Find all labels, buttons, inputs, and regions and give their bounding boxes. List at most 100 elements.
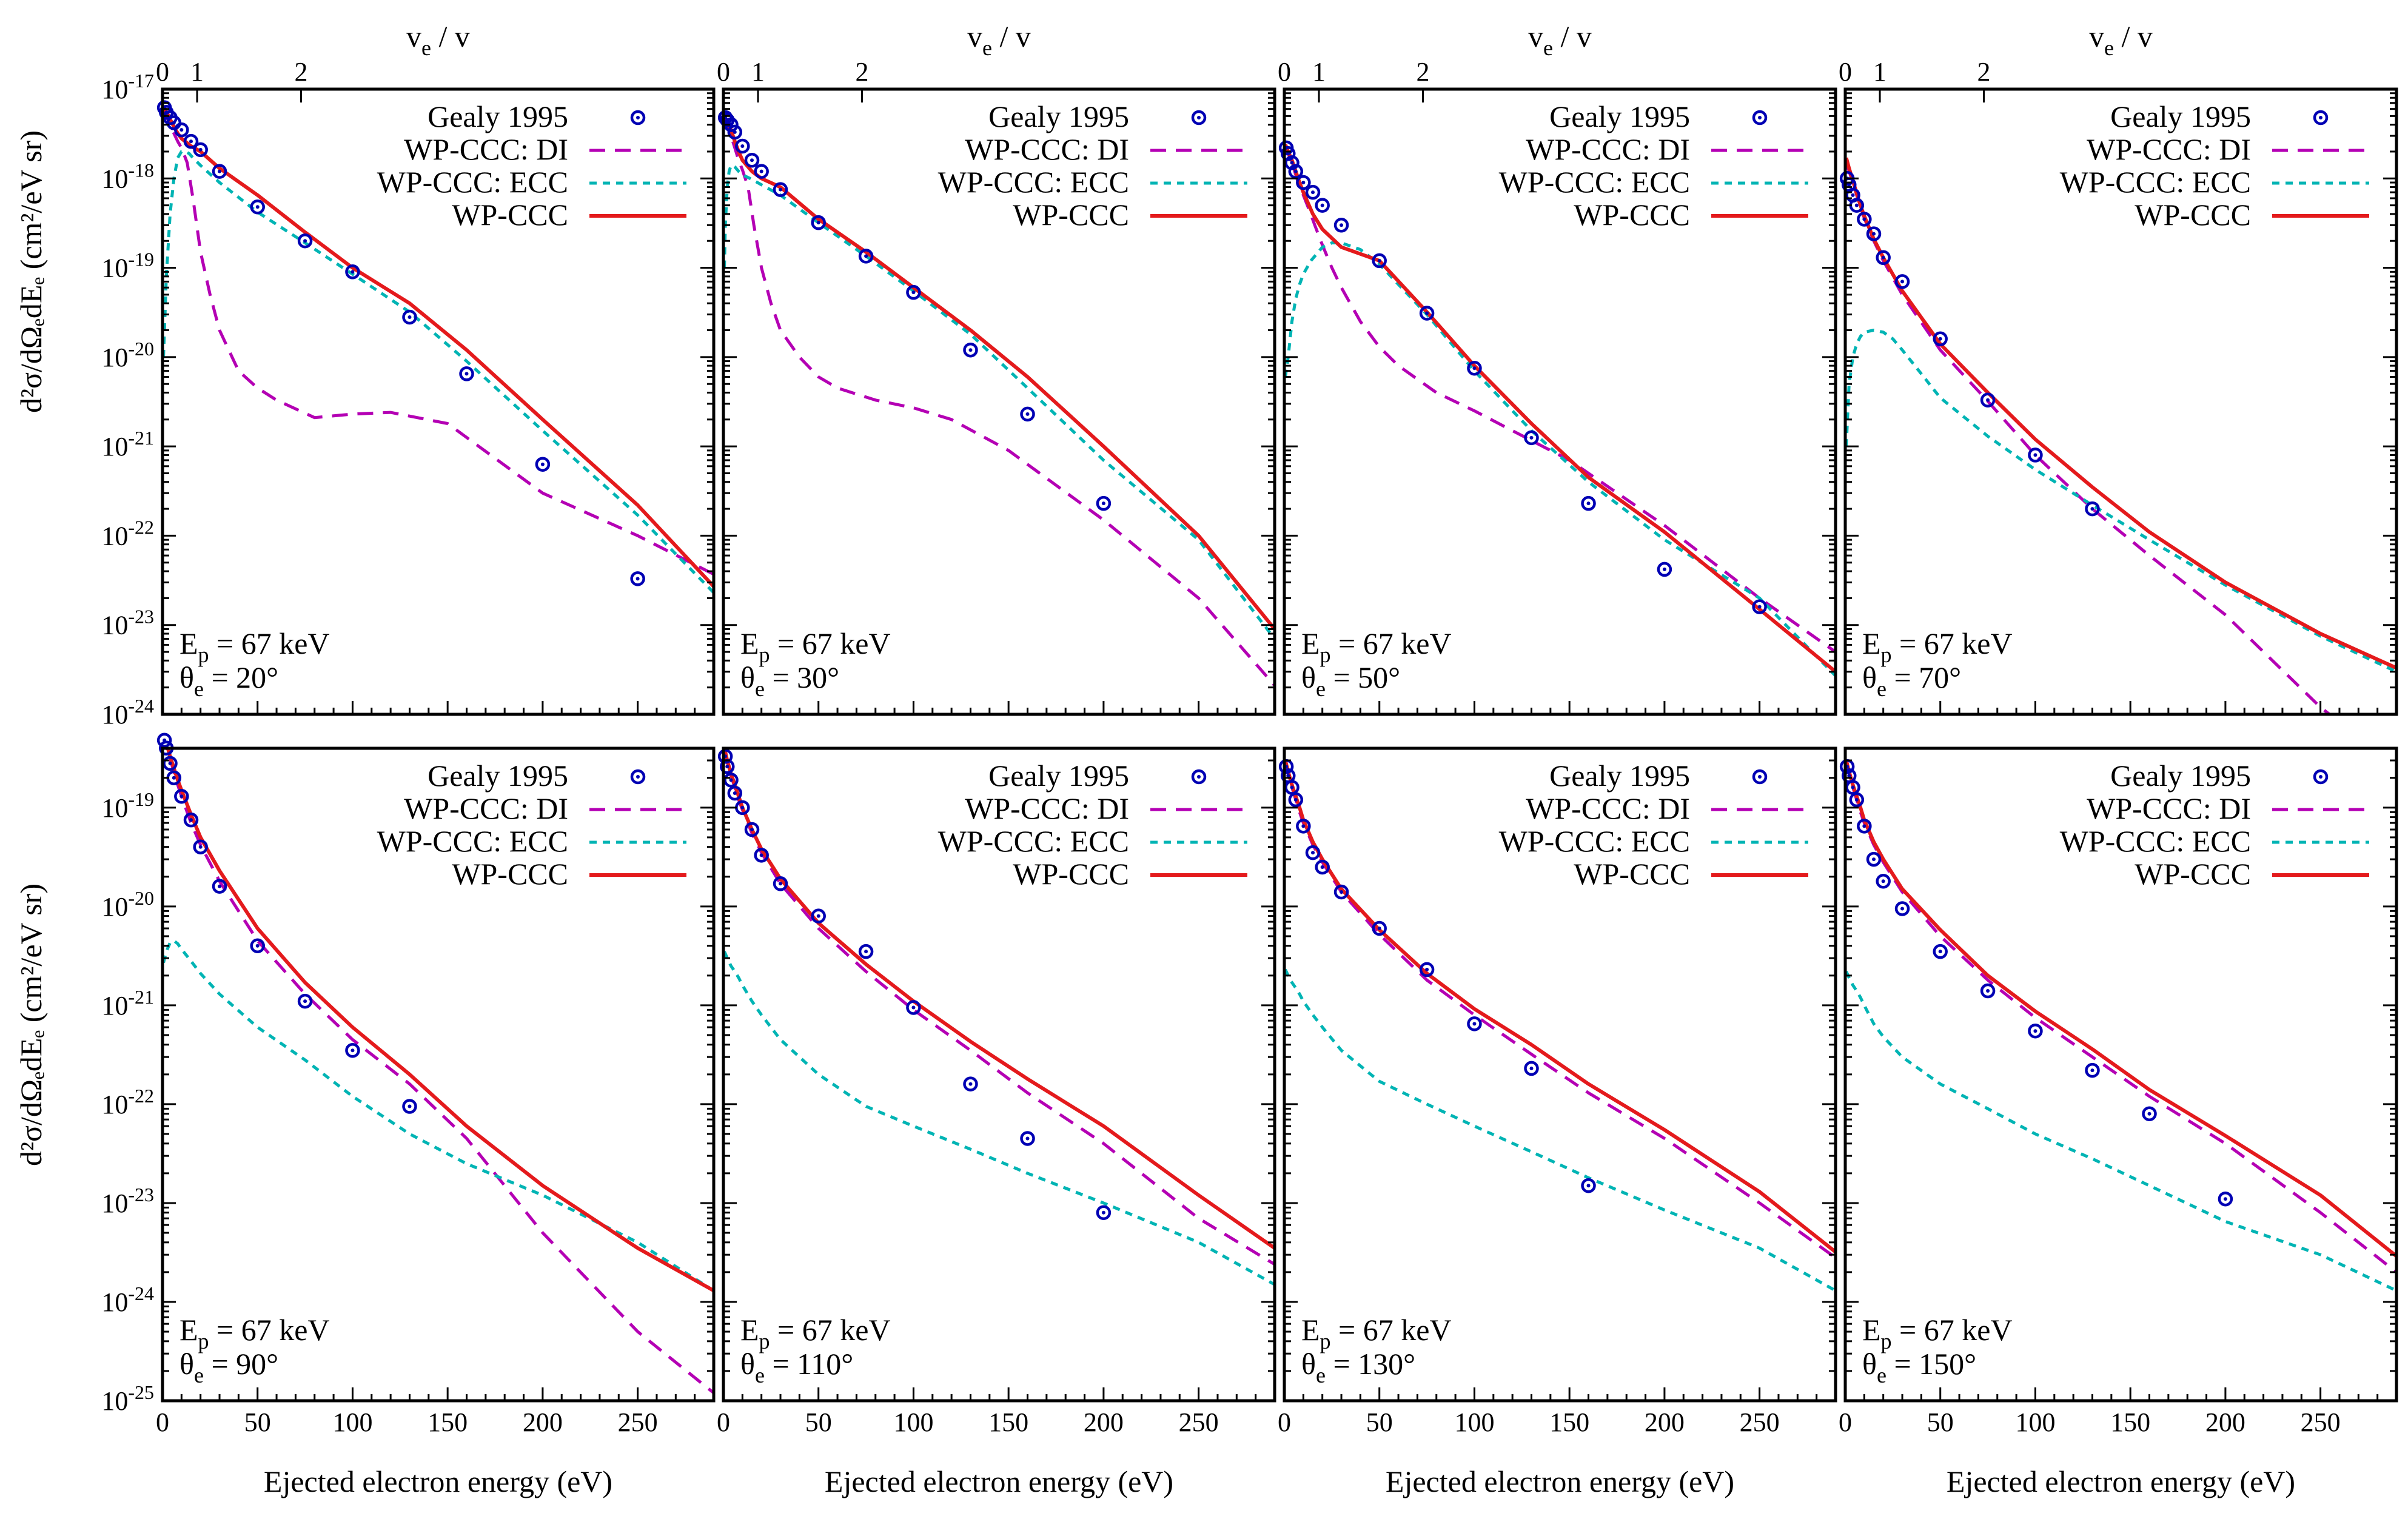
gealy-point-ring [1980, 983, 1996, 999]
gealy-data-point [193, 839, 208, 854]
gealy-point-center [1377, 258, 1381, 263]
gealy-point-center [218, 169, 222, 173]
top-axis-tick-label: 1 [190, 57, 204, 87]
gealy-point-center [1881, 255, 1885, 260]
gealy-point-ring [1333, 884, 1349, 900]
y-axis-label: d²σ/dΩₑdEₑ (cm²/eV sr) [14, 130, 48, 413]
legend-entry-label: Gealy 1995 [988, 99, 1129, 133]
x-tick-label: 100 [332, 1407, 372, 1437]
gealy-point-center [1301, 824, 1306, 828]
series-line-wp-ccc-ecc [1284, 241, 1836, 677]
gealy-data-point [1894, 274, 1910, 289]
gealy-point-ring [1372, 920, 1387, 936]
gealy-point-center [1986, 989, 1990, 993]
gealy-point-center [303, 999, 307, 1004]
gealy-data-point [773, 876, 788, 891]
legend-entry-label: WP-CCC: ECC [1499, 165, 1690, 199]
panel-20deg: 10-17 10-18 10-19 10-20 10-21 10-22 10-23 10-24… [101, 19, 716, 729]
gealy-data-point [459, 366, 474, 381]
gealy-point-center [1286, 774, 1290, 778]
top-axis-tick-label: 1 [751, 57, 765, 87]
panel-90deg: 10-19 10-20 10-21 10-22 10-23 10-24 10-250 50 10… [101, 733, 716, 1498]
gealy-point-ring [744, 822, 760, 837]
gealy-point-ring [1849, 792, 1865, 808]
gealy-point-center [255, 944, 260, 948]
gealy-point-ring [345, 1042, 360, 1058]
gealy-point-ring [183, 133, 199, 149]
annotation-energy: Ep = 67 keV [1862, 1313, 2013, 1353]
gealy-point-ring [1296, 819, 1311, 834]
gealy-point-ring [297, 233, 313, 249]
x-axis-label: Ejected electron energy (eV) [1386, 1464, 1734, 1498]
gealy-data-point [727, 124, 743, 140]
gealy-point-ring [1372, 253, 1387, 269]
gealy-point-center [1900, 280, 1905, 284]
gealy-point-center [1586, 501, 1591, 506]
gealy-point-center [911, 290, 916, 295]
top-axis-label: ve / v [1528, 19, 1592, 60]
gealy-data-point [1866, 851, 1882, 867]
legend-marker-ring [1191, 110, 1207, 126]
gealy-data-point [1020, 406, 1035, 422]
gealy-point-ring [858, 944, 874, 959]
gealy-point-center [1025, 412, 1030, 416]
gealy-data-point [1933, 944, 1948, 959]
top-axis-tick-label: 0 [156, 57, 169, 87]
gealy-point-center [1025, 1136, 1030, 1141]
gealy-data-point [1284, 155, 1300, 170]
gealy-point-center [725, 765, 729, 769]
gealy-point-ring [1315, 859, 1330, 875]
gealy-data-point [1524, 430, 1539, 446]
gealy-point-center [2090, 1068, 2094, 1073]
gealy-point-ring [402, 1099, 417, 1114]
gealy-point-center [168, 761, 172, 765]
gealy-data-point [183, 133, 199, 149]
gealy-point-ring [1467, 361, 1482, 376]
legend-entry-label: WP-CCC: DI [404, 791, 568, 825]
legend-entry-label: WP-CCC [1013, 857, 1129, 891]
gealy-point-ring [1096, 1205, 1112, 1220]
gealy-data-point [1419, 962, 1435, 977]
legend-entry-label: WP-CCC: DI [2087, 132, 2251, 166]
gealy-point-ring [1876, 250, 1891, 266]
y-tick-label: 10-23 [101, 1184, 154, 1218]
gealy-point-ring [754, 164, 769, 179]
gealy-point-center [1377, 927, 1381, 931]
panel-grid: 10-17 10-18 10-19 10-20 10-21 10-22 10-23 10-24… [101, 19, 2398, 1498]
gealy-data-point [1866, 226, 1882, 241]
gealy-point-center [864, 950, 868, 954]
legend-entry-label: Gealy 1995 [1549, 99, 1690, 133]
gealy-point-ring [1752, 599, 1767, 614]
gealy-data-point [1372, 920, 1387, 936]
gealy-data-point [1849, 792, 1865, 808]
annotation-angle: θe = 50° [1301, 660, 1400, 701]
gealy-point-center [1425, 967, 1429, 971]
top-axis-label: ve / v [2089, 19, 2153, 60]
gealy-point-center [911, 1005, 916, 1010]
gealy-point-ring [735, 138, 750, 154]
series-line-wp-ccc-ecc [1845, 971, 2396, 1292]
gealy-point-ring [459, 366, 474, 381]
gealy-point-center [179, 128, 184, 132]
gealy-point-ring [193, 839, 208, 854]
gealy-data-point [1857, 819, 1872, 834]
gealy-point-ring [1894, 274, 1910, 289]
legend-marker-center [1197, 116, 1201, 119]
gealy-point-ring [1866, 226, 1882, 241]
top-axis-tick-label: 2 [295, 57, 308, 87]
annotation-energy: Ep = 67 keV [1301, 626, 1452, 667]
gealy-point-center [2147, 1112, 2151, 1116]
gealy-point-center [2223, 1197, 2227, 1201]
gealy-point-ring [963, 1076, 978, 1091]
gealy-data-point [1876, 250, 1891, 266]
gealy-point-center [1881, 879, 1885, 884]
gealy-point-ring [1866, 851, 1882, 867]
gealy-data-point [174, 122, 189, 138]
gealy-data-point [744, 822, 760, 837]
x-tick-label: 150 [2110, 1407, 2150, 1437]
y-tick-label: 10-24 [101, 695, 154, 729]
gealy-point-ring [1305, 845, 1321, 860]
gealy-point-ring [1020, 406, 1035, 422]
x-axis-label: Ejected electron energy (eV) [825, 1464, 1173, 1498]
